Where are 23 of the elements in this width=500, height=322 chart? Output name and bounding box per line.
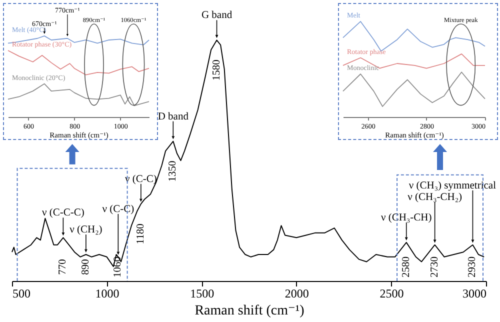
x-tick-label: 2500 xyxy=(380,286,404,300)
annotation: 1350 xyxy=(168,160,179,182)
annotation: ν (C-C) xyxy=(102,204,135,215)
annotation: 770 xyxy=(58,259,69,275)
annotation: 2930 xyxy=(467,256,478,278)
x-tick-label: 3000 xyxy=(462,286,486,300)
annotation: ν (CH₃-CH₂) xyxy=(408,192,462,203)
x-tick-label: 2000 xyxy=(284,286,309,300)
annotation: ν (CH₂) xyxy=(70,224,103,236)
annotation: ν (C-C-C) xyxy=(42,208,85,219)
annotation: D band xyxy=(158,111,190,122)
x-tick-label: 1500 xyxy=(190,286,214,300)
annotation: 2580 xyxy=(400,256,412,278)
x-axis-title: Raman shift (cm⁻¹) xyxy=(194,304,305,318)
annotation: 1180 xyxy=(135,224,146,244)
x-tick-label: 500 xyxy=(12,286,30,300)
annotation: G band xyxy=(201,10,233,22)
annotation: 2730 xyxy=(429,256,440,278)
x-tick-label: 1000 xyxy=(95,286,120,300)
annotation: ν (CH₃-CH) xyxy=(381,212,432,224)
annotation: 1580 xyxy=(211,60,222,81)
annotation: ν (CH₃) symmetrical xyxy=(408,180,496,192)
annotation: 890 xyxy=(80,259,92,275)
